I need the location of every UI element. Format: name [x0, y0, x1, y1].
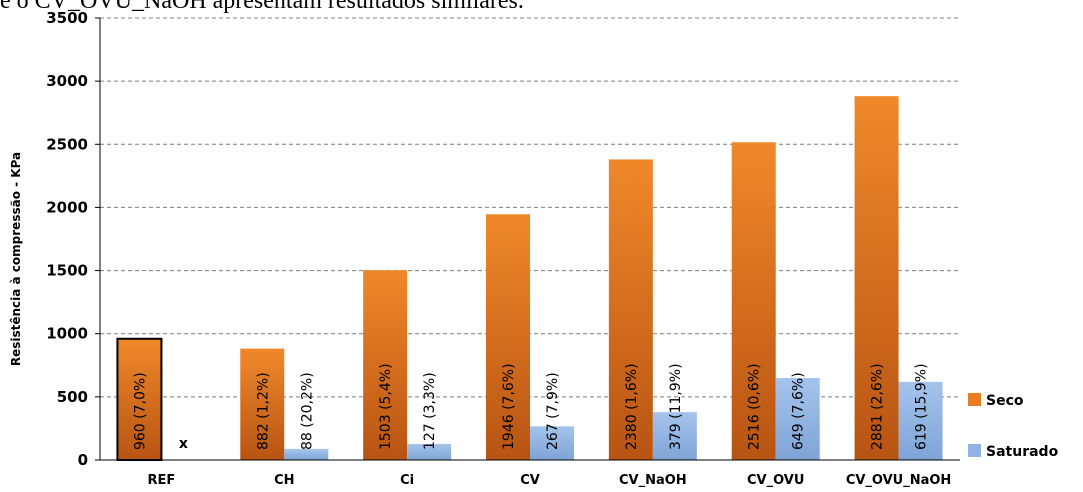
- data-label-seco: 2516 (0,6%): [747, 363, 763, 450]
- data-label-seco: 1946 (7,6%): [501, 363, 517, 450]
- y-tick-label: 3000: [46, 72, 88, 90]
- bar-saturado: [775, 378, 820, 460]
- data-label-saturado: 619 (15,9%): [914, 363, 930, 450]
- bar-seco: [240, 348, 285, 460]
- y-tick-label: 500: [57, 388, 88, 406]
- data-label-seco: 1503 (5,4%): [378, 363, 394, 450]
- x-category-label: CV_OVU_NaOH: [846, 473, 952, 488]
- data-label-saturado: 127 (3,3%): [422, 372, 438, 450]
- bar-seco: [608, 159, 653, 460]
- x-category-label: CV_OVU: [747, 473, 804, 488]
- data-label-saturado: 649 (7,6%): [791, 372, 807, 450]
- bar-seco: [854, 96, 899, 460]
- y-tick-label: 0: [78, 451, 88, 469]
- y-tick-label: 2500: [46, 135, 88, 153]
- x-category-label: CV: [520, 473, 540, 488]
- data-label-seco: 882 (1,2%): [255, 372, 271, 450]
- y-tick-label: 1000: [46, 325, 88, 343]
- x-category-label: Ci: [400, 473, 414, 488]
- bar-seco: [731, 142, 776, 460]
- bars: 960 (7,0%) x 882 (1,2%) 88 (20,2%) 1503 (5,4…: [116, 96, 943, 461]
- data-label-saturado: 379 (11,9%): [668, 363, 684, 450]
- x-category-label: CV_NaOH: [619, 473, 687, 488]
- data-label-saturado: 267 (7,9%): [545, 372, 561, 450]
- bar-seco: [486, 214, 530, 460]
- legend: Seco Saturado: [968, 393, 1059, 460]
- data-label-saturado: x: [179, 436, 188, 452]
- data-label-seco: 2881 (2,6%): [870, 363, 886, 450]
- y-axis-ticks: 0 500 1000 1500 2000 2500 3000 3500: [46, 9, 100, 469]
- y-tick-label: 2000: [46, 198, 88, 216]
- bar-seco: [363, 270, 408, 460]
- x-category-label: REF: [148, 473, 176, 488]
- bar-saturado: [407, 443, 452, 460]
- legend-swatch-saturado: [968, 444, 981, 457]
- bar-saturado: [652, 412, 697, 460]
- y-axis-label: Resistência à compressão - KPa: [9, 152, 23, 366]
- data-label-seco: 960 (7,0%): [132, 372, 148, 450]
- data-label-seco: 2380 (1,6%): [624, 363, 640, 450]
- bar-saturado: [898, 381, 943, 460]
- y-tick-label: 3500: [46, 9, 88, 27]
- y-tick-label: 1500: [46, 262, 88, 280]
- legend-label-seco: Seco: [986, 393, 1024, 409]
- bar-saturado: [284, 448, 329, 460]
- legend-swatch-seco: [968, 393, 981, 406]
- bar-seco: [116, 337, 163, 461]
- data-label-saturado: 88 (20,2%): [299, 372, 315, 450]
- legend-label-saturado: Saturado: [986, 444, 1059, 460]
- x-axis-categories: REF CH Ci CV CV_NaOH CV_OVU CV_OVU_NaOH: [148, 473, 952, 488]
- bar-saturado: [530, 426, 574, 460]
- top-text: e o CV_OVU_NaOH apresentam resultados si…: [0, 0, 524, 14]
- x-category-label: CH: [274, 473, 294, 488]
